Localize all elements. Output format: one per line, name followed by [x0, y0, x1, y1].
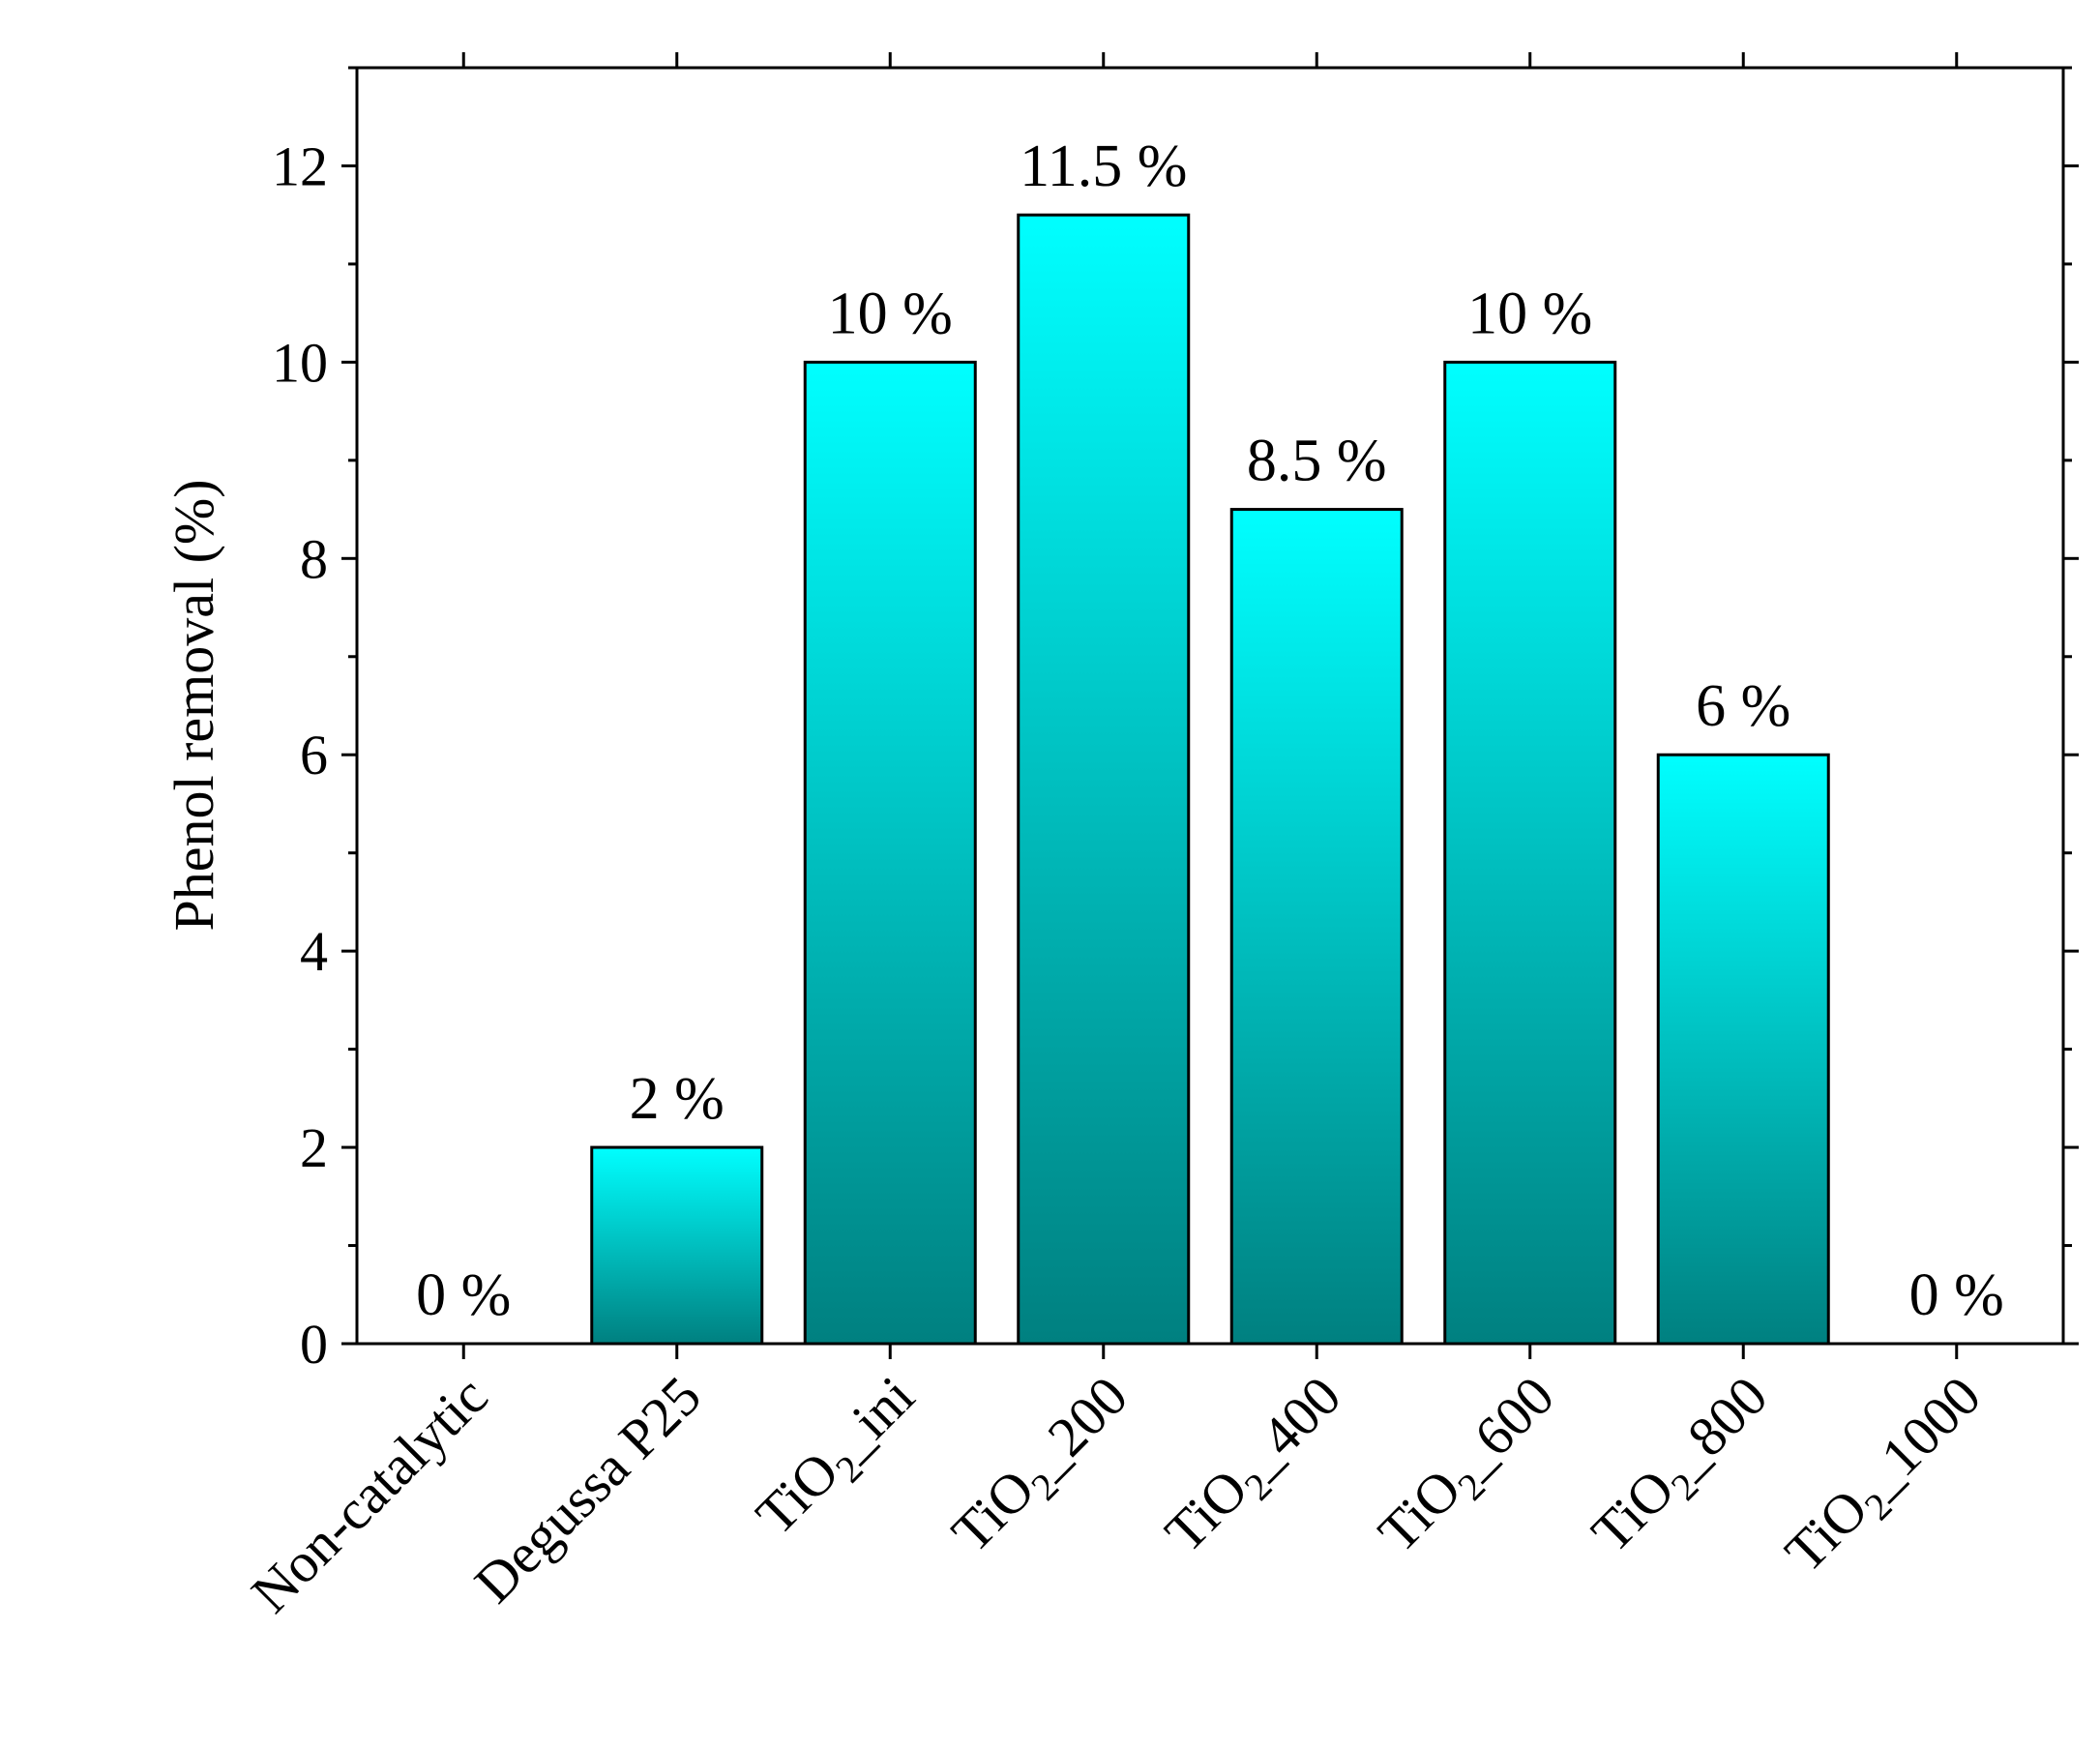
bar-data-label: 11.5 %	[1020, 133, 1187, 199]
x-tick-label: TiO2_200	[939, 1364, 1146, 1571]
x-tick-label-main: Non-catalytic	[239, 1364, 499, 1624]
ticks-layer	[341, 52, 2079, 1359]
bar	[1443, 360, 1617, 1346]
x-tick-label: TiO2_1000	[1773, 1364, 1999, 1590]
bar-data-label: 6 %	[1696, 673, 1790, 739]
y-tick-label: 6	[300, 724, 328, 786]
y-tick-label: 10	[272, 331, 328, 394]
bar-data-label: 8.5 %	[1247, 429, 1387, 494]
bar-data-label: 10 %	[828, 281, 953, 346]
x-tick-label: TiO2_ini	[744, 1364, 933, 1554]
y-tick-label: 0	[300, 1313, 328, 1376]
x-tick-label-main: Degussa P25	[462, 1364, 713, 1615]
bar-data-label: 0 %	[1909, 1262, 2004, 1328]
bar	[1656, 753, 1830, 1346]
bars-layer	[590, 213, 1830, 1346]
y-tick-label: 12	[272, 134, 328, 197]
y-tick-label: 4	[300, 920, 328, 983]
y-axis-title: Phenol removal (%)	[163, 479, 225, 931]
bar-data-label: 0 %	[416, 1262, 511, 1328]
x-tick-label: Degussa P25	[462, 1364, 713, 1615]
x-tick-label: TiO2_600	[1366, 1364, 1573, 1571]
x-tick-label: Non-catalytic	[239, 1364, 499, 1624]
x-tick-label: TiO2_800	[1580, 1364, 1787, 1571]
plot-frame	[355, 66, 2065, 1346]
bar	[1017, 213, 1191, 1346]
bar	[1229, 508, 1404, 1346]
x-tick-label: TiO2_400	[1153, 1364, 1360, 1571]
bar-data-label: 10 %	[1467, 281, 1592, 346]
y-tick-label: 2	[300, 1116, 328, 1179]
y-tick-label: 8	[300, 527, 328, 590]
bar	[590, 1145, 764, 1346]
bar	[803, 360, 977, 1346]
bar-data-label: 2 %	[630, 1066, 725, 1132]
